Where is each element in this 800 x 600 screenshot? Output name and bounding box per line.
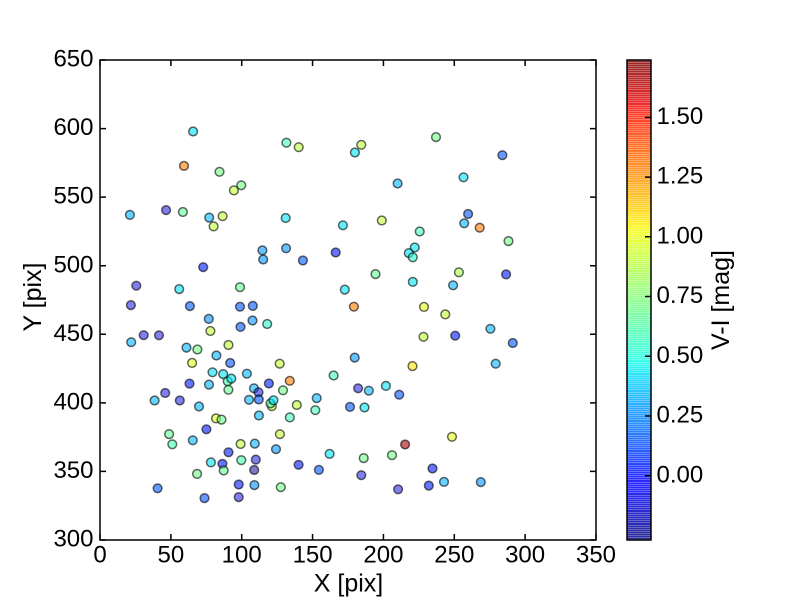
svg-text:550: 550 bbox=[53, 183, 93, 210]
svg-text:1.25: 1.25 bbox=[657, 163, 704, 190]
svg-text:300: 300 bbox=[53, 526, 93, 553]
svg-text:Y [pix]: Y [pix] bbox=[19, 262, 47, 331]
svg-text:0.00: 0.00 bbox=[657, 461, 704, 488]
svg-text:0.75: 0.75 bbox=[657, 282, 704, 309]
svg-text:250: 250 bbox=[434, 542, 474, 569]
svg-text:V-I [mag]: V-I [mag] bbox=[707, 250, 735, 350]
svg-text:200: 200 bbox=[363, 542, 403, 569]
svg-text:350: 350 bbox=[53, 457, 93, 484]
svg-text:50: 50 bbox=[158, 542, 185, 569]
svg-text:100: 100 bbox=[222, 542, 262, 569]
svg-text:X [pix]: X [pix] bbox=[314, 570, 383, 598]
svg-text:150: 150 bbox=[293, 542, 333, 569]
svg-text:500: 500 bbox=[53, 251, 93, 278]
svg-text:1.50: 1.50 bbox=[657, 103, 704, 130]
svg-text:1.00: 1.00 bbox=[657, 222, 704, 249]
svg-text:600: 600 bbox=[53, 114, 93, 141]
svg-text:350: 350 bbox=[576, 542, 616, 569]
svg-text:300: 300 bbox=[505, 542, 545, 569]
svg-text:0.50: 0.50 bbox=[657, 342, 704, 369]
svg-text:0.25: 0.25 bbox=[657, 402, 704, 429]
svg-text:450: 450 bbox=[53, 320, 93, 347]
svg-text:0: 0 bbox=[93, 542, 106, 569]
svg-text:400: 400 bbox=[53, 389, 93, 416]
svg-text:650: 650 bbox=[53, 46, 93, 73]
